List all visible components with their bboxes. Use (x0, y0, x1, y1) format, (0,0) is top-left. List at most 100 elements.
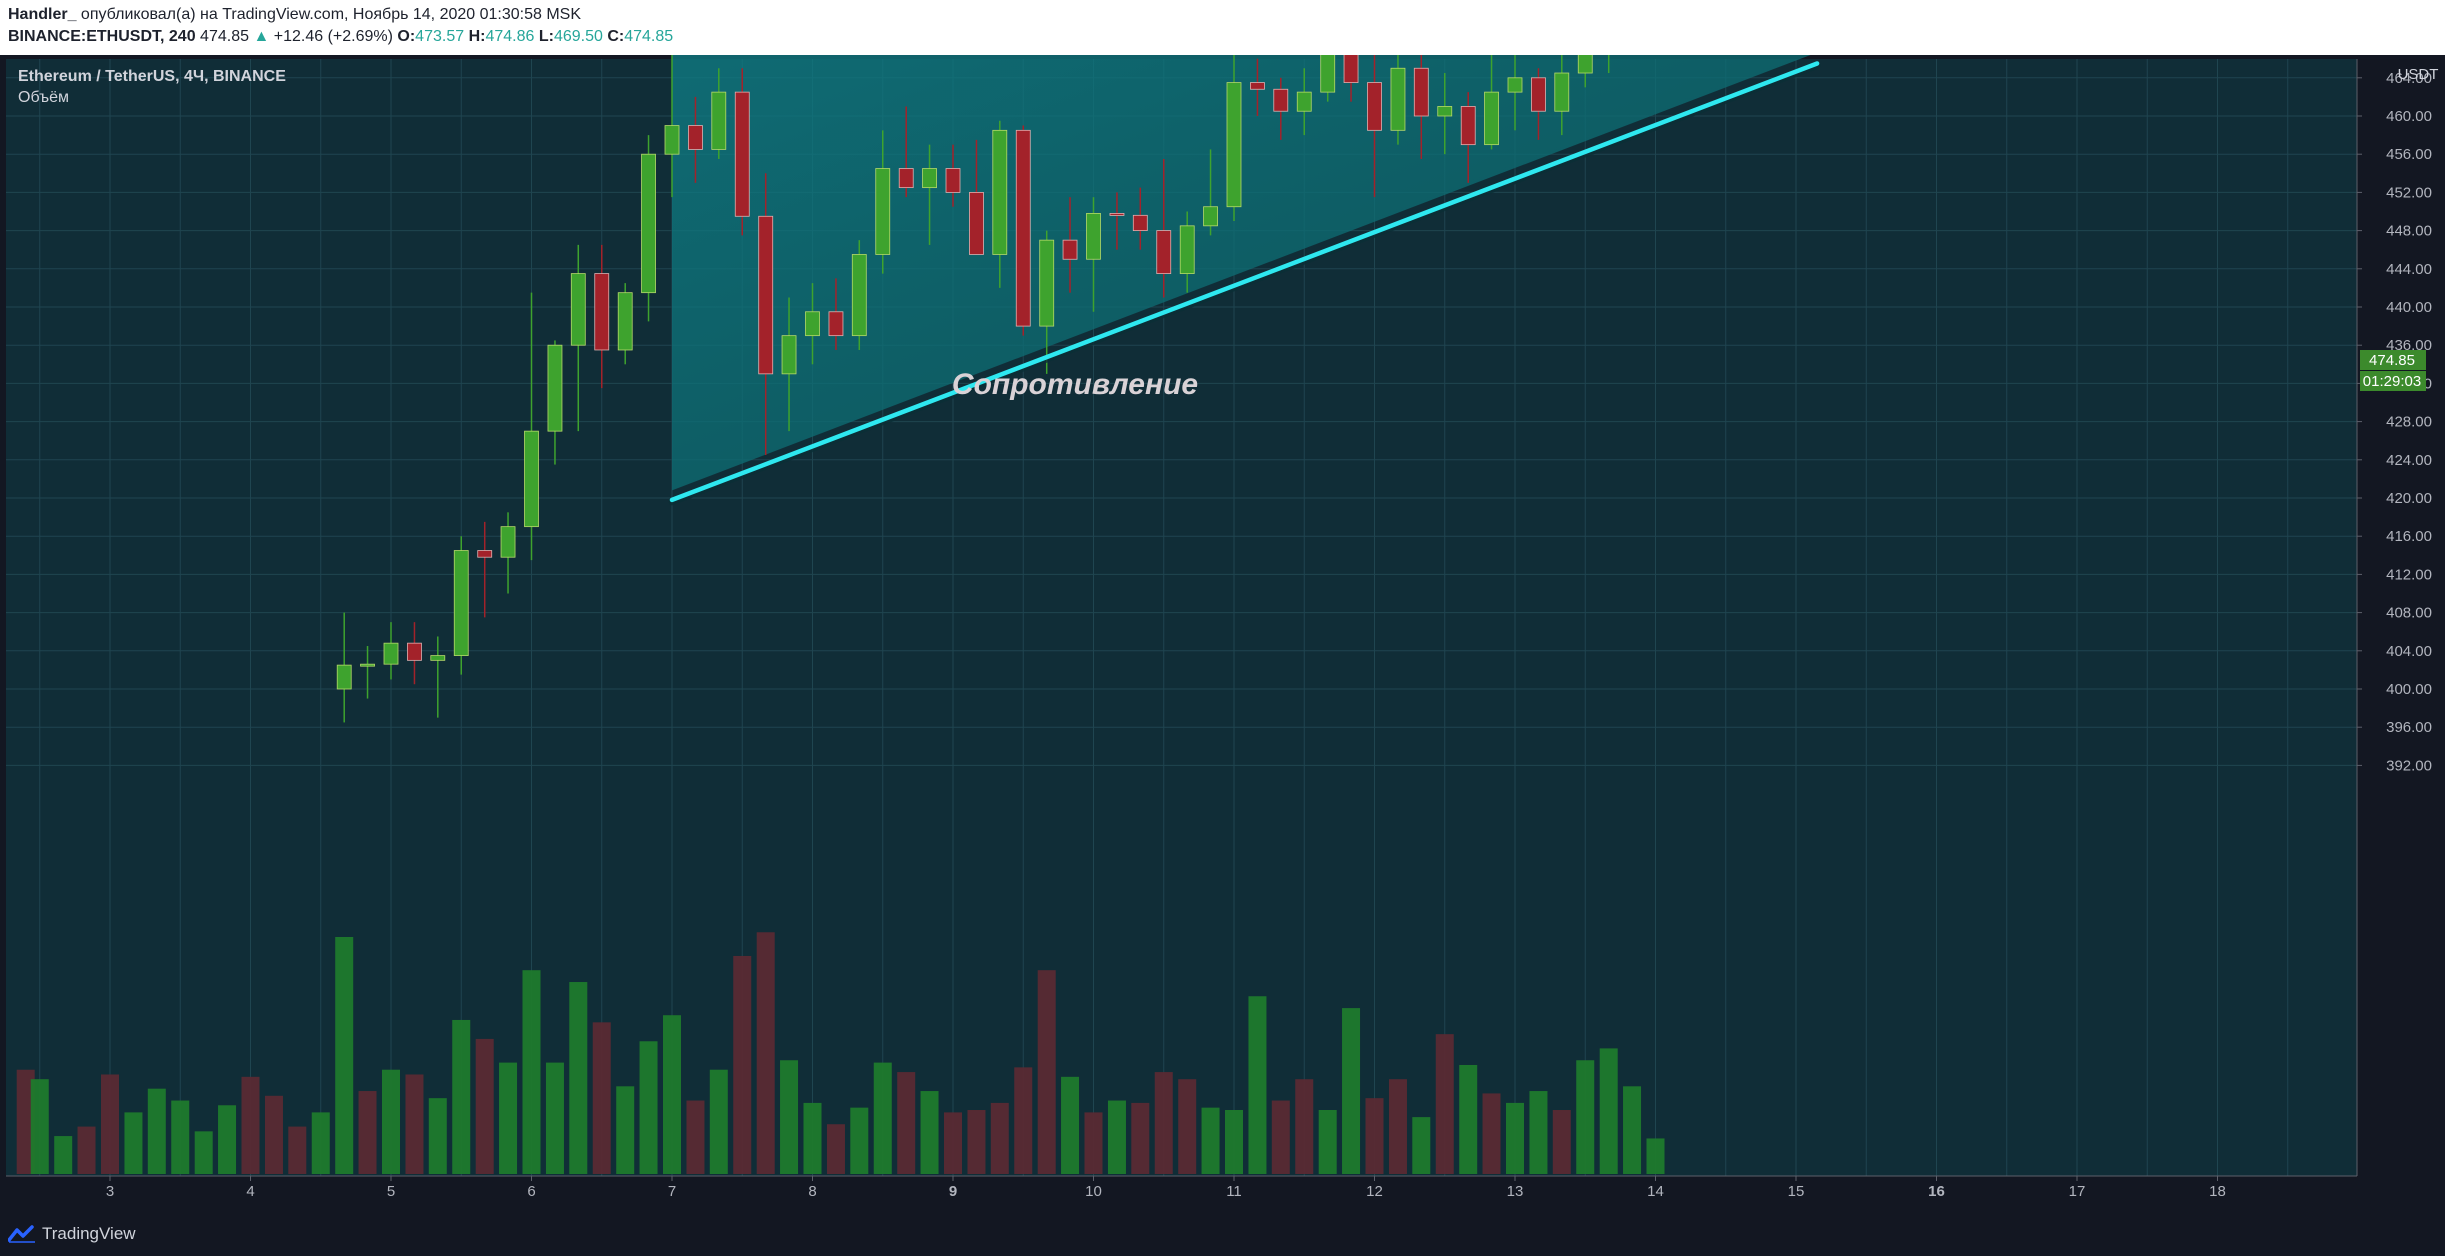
symbol-line: BINANCE:ETHUSDT, 240 474.85 ▲ +12.46 (+2… (8, 27, 673, 47)
price-chart[interactable]: 392.00 396.00 400.00 404.00 408.00 412.00 416.… (0, 55, 2445, 1256)
volume-bar (1154, 1072, 1173, 1174)
candle-body (524, 430, 539, 528)
volume-bar (358, 1091, 377, 1174)
candle-body (688, 125, 703, 150)
price-axis[interactable]: 392.00 396.00 400.00 404.00 408.00 412.00 416.… (2357, 70, 2432, 775)
volume-bar (1248, 996, 1267, 1174)
candle-body (641, 153, 656, 294)
time-tick-label: 14 (1647, 1183, 1664, 1200)
high-label: H: (468, 28, 486, 45)
candle-body (336, 664, 352, 690)
candle-body (1437, 106, 1453, 117)
candle-body (781, 335, 797, 375)
last-price-tag-text: 474.85 (2369, 352, 2415, 369)
volume-bar (499, 1062, 518, 1174)
candle-body (360, 663, 375, 667)
volume-bar (873, 1062, 892, 1174)
candle-body (1507, 77, 1523, 93)
time-tick-label: 4 (246, 1183, 254, 1200)
tradingview-logo[interactable]: TradingView (8, 1221, 136, 1247)
candle-body (898, 168, 914, 189)
volume-bar (1599, 1048, 1618, 1174)
volume-bar (428, 1098, 447, 1174)
volume-bar (54, 1136, 73, 1174)
volume-bar (663, 1015, 681, 1174)
candle-body (1413, 67, 1429, 117)
volume-bar (709, 1069, 728, 1174)
price-tick-label: 448.00 (2386, 223, 2432, 240)
low-label: L: (538, 28, 554, 45)
volume-bar (522, 970, 541, 1174)
author-name[interactable]: Handler_ (8, 6, 77, 23)
candle-body (430, 655, 446, 661)
candle-body (1062, 239, 1078, 260)
volume-bar (1529, 1091, 1548, 1174)
symbol-label: BINANCE:ETHUSDT, 240 (8, 28, 196, 45)
candle-body (453, 550, 469, 656)
candle-body (477, 550, 493, 558)
low-value: 469.50 (553, 28, 603, 45)
price-tick-label: 392.00 (2386, 757, 2432, 774)
volume-bar (77, 1126, 96, 1174)
price-tick-label: 428.00 (2386, 414, 2432, 431)
ascending-triangle (672, 55, 1811, 491)
candles-layer (336, 55, 1610, 723)
volume-bar (756, 932, 775, 1174)
candle-body (875, 168, 891, 255)
candle-body (1109, 213, 1125, 216)
price-tick-label: 440.00 (2386, 299, 2432, 316)
candle-body (734, 91, 750, 217)
volume-bar (1318, 1110, 1337, 1174)
candle-body (828, 311, 844, 337)
candle-body (594, 273, 610, 351)
candle-body (1015, 129, 1031, 327)
time-tick-label: 17 (2069, 1183, 2086, 1200)
candle-body (1296, 91, 1312, 112)
time-tick-label: 12 (1366, 1183, 1383, 1200)
candle-body (1577, 55, 1593, 74)
volume-bar (288, 1126, 307, 1174)
brand-text: TradingView (42, 1224, 136, 1243)
volume-layer (16, 932, 1665, 1174)
legend-title: Ethereum / TetherUS, 4Ч, BINANCE (18, 68, 286, 85)
header: Handler_ опубликовал(а) на TradingView.c… (0, 0, 2445, 55)
volume-bar (1342, 1008, 1361, 1174)
candle-body (1343, 55, 1359, 83)
volume-bar (1623, 1086, 1642, 1174)
price-tick-label: 416.00 (2386, 528, 2432, 545)
volume-bar (218, 1105, 237, 1174)
volume-bar (1365, 1098, 1384, 1174)
volume-bar (569, 982, 588, 1174)
time-tick-label: 7 (668, 1183, 676, 1200)
volume-bar (194, 1131, 213, 1174)
time-tick-label: 13 (1507, 1183, 1524, 1200)
volume-bar (1552, 1110, 1571, 1174)
volume-bar (733, 955, 752, 1174)
candle-body (711, 91, 727, 150)
chart-area[interactable]: 392.00 396.00 400.00 404.00 408.00 412.00 416.… (0, 55, 2445, 1256)
candle-body (805, 311, 820, 337)
volume-bar (897, 1072, 916, 1174)
price-tick-label: 444.00 (2386, 261, 2432, 278)
volume-bar (405, 1074, 424, 1174)
time-axis[interactable]: 3 4 5 6 7 8 9 10 11 12 13 14 15 16 17 18 (106, 1176, 2226, 1200)
volume-bar (990, 1102, 1009, 1174)
candle-body (570, 273, 586, 346)
candle-body (1203, 206, 1218, 227)
candle-body (407, 642, 422, 661)
currency-label: USDT (2398, 66, 2439, 83)
candle-body (1226, 82, 1242, 208)
candle-body (617, 292, 633, 351)
candle-body (1367, 82, 1382, 131)
volume-bar (803, 1102, 822, 1174)
volume-bar (1061, 1076, 1080, 1174)
volume-bar (1388, 1079, 1407, 1174)
last-price-tag (2360, 350, 2426, 370)
volume-bar (335, 937, 354, 1174)
price-tick-label: 456.00 (2386, 146, 2432, 163)
volume-bar (639, 1041, 658, 1174)
chart-legend: Ethereum / TetherUS, 4Ч, BINANCE Объём (18, 66, 286, 108)
volume-bar (1506, 1102, 1524, 1174)
resistance-label[interactable]: Сопротивление (952, 368, 1198, 401)
price-tick-label: 436.00 (2386, 337, 2432, 354)
